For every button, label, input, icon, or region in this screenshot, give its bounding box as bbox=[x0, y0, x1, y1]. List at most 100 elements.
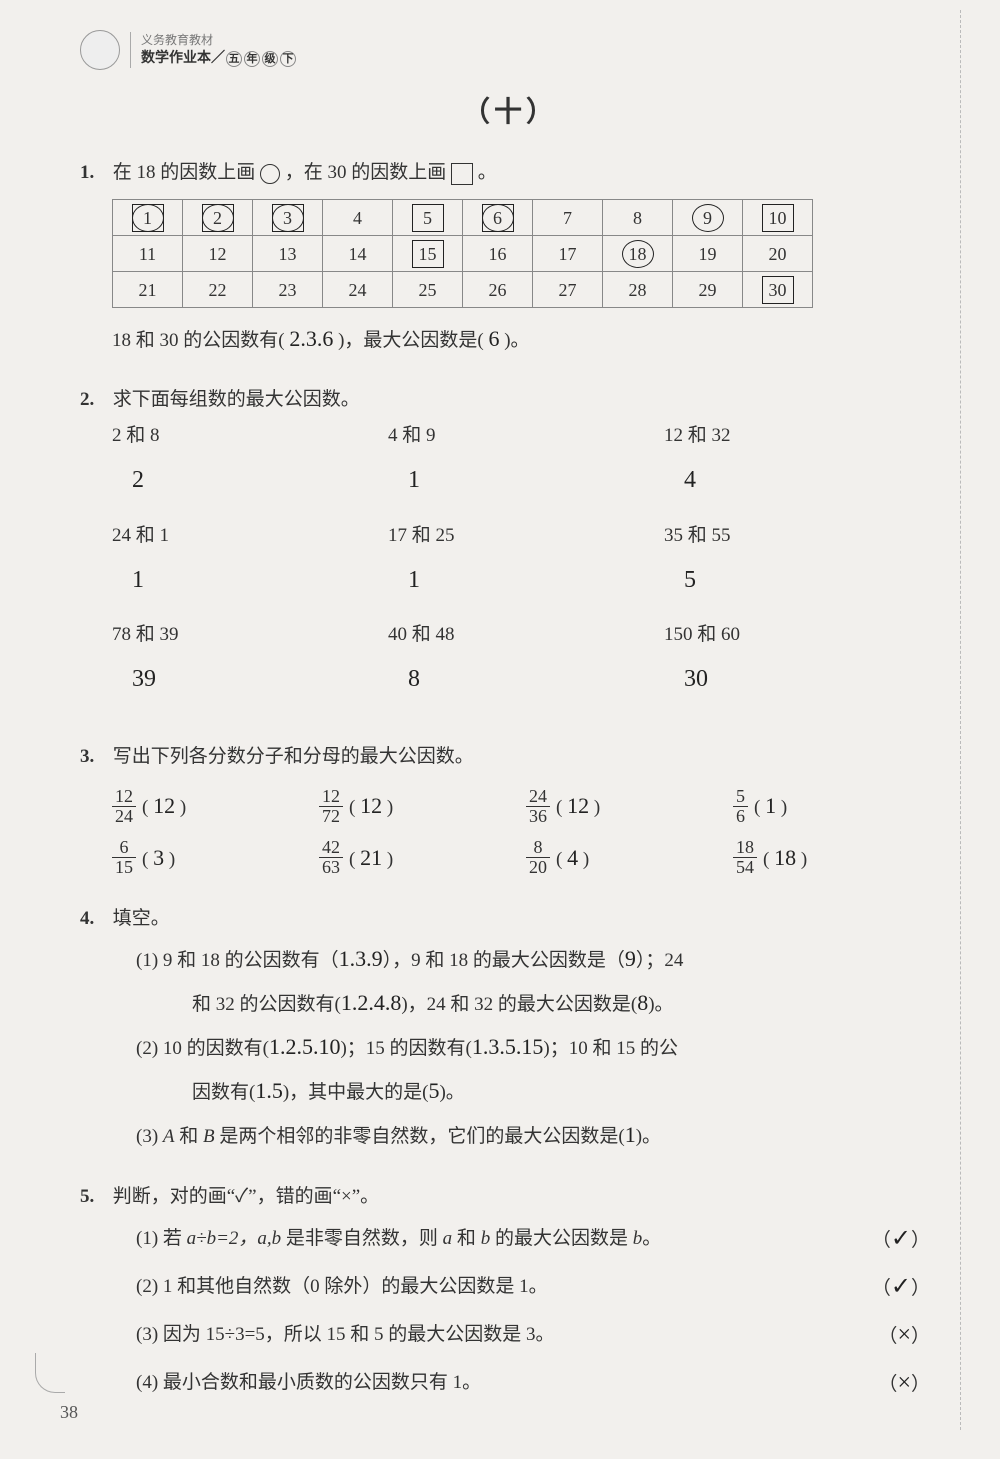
t: a÷b=2，a,b bbox=[187, 1228, 282, 1249]
t: )；10 和 15 的公 bbox=[543, 1038, 678, 1059]
number-cell: 28 bbox=[603, 272, 673, 308]
t: ），9 和 18 的最大公因数是（ bbox=[383, 950, 625, 971]
t: (2) 10 的因数有( bbox=[136, 1038, 269, 1059]
grade-char: 五 bbox=[226, 51, 242, 67]
fraction-cell: 4263( 21 ) bbox=[319, 837, 526, 879]
pair-label: 4 和 9 bbox=[388, 418, 664, 454]
pair-label: 12 和 32 bbox=[664, 418, 940, 454]
var-a: A bbox=[163, 1126, 175, 1147]
t: b bbox=[633, 1228, 643, 1249]
cross-icon: × bbox=[897, 1322, 911, 1348]
fraction-cell: 1224( 12 ) bbox=[112, 785, 319, 827]
pair-answer: 1 bbox=[388, 458, 664, 504]
book-title: 数学作业本 bbox=[141, 51, 211, 66]
grade-char: 下 bbox=[280, 51, 296, 67]
q2-cell: 24 和 11 bbox=[112, 518, 388, 618]
factor18-circle bbox=[692, 204, 724, 232]
number-cell: 20 bbox=[743, 236, 813, 272]
factor30-square bbox=[482, 204, 514, 232]
t: 和 32 的公因数有( bbox=[192, 994, 341, 1015]
number-cell: 6 bbox=[463, 200, 533, 236]
fraction-answer: ( 18 ) bbox=[763, 837, 807, 879]
number-cell: 13 bbox=[253, 236, 323, 272]
circle-icon bbox=[260, 164, 280, 184]
number-cell: 10 bbox=[743, 200, 813, 236]
number-cell: 19 bbox=[673, 236, 743, 272]
number-cell: 18 bbox=[603, 236, 673, 272]
q2-row: 78 和 393940 和 488150 和 6030 bbox=[80, 617, 940, 717]
pair-answer: 30 bbox=[664, 657, 940, 703]
question-number: 4. bbox=[80, 901, 108, 937]
q4-sub1: (1) 9 和 18 的公因数有（1.3.9），9 和 18 的最大公因数是（9… bbox=[108, 937, 940, 1025]
question-1: 1. 在 18 的因数上画 ，在 30 的因数上画 。 123456789101… bbox=[80, 155, 940, 360]
fraction: 4263 bbox=[319, 838, 343, 877]
pair-label: 35 和 55 bbox=[664, 518, 940, 554]
number-cell: 11 bbox=[113, 236, 183, 272]
question-4: 4. 填空。 (1) 9 和 18 的公因数有（1.3.9），9 和 18 的最… bbox=[80, 901, 940, 1157]
pair-answer: 39 bbox=[112, 657, 388, 703]
number-cell: 29 bbox=[673, 272, 743, 308]
fraction: 1854 bbox=[733, 838, 757, 877]
q5-prompt: 判断，对的画“✓”，错的画“×”。 bbox=[113, 1186, 379, 1207]
number-cell: 22 bbox=[183, 272, 253, 308]
q4-prompt: 填空。 bbox=[113, 908, 170, 929]
t: 因数有( bbox=[192, 1082, 255, 1103]
t: )，24 和 32 的最大公因数是( bbox=[401, 994, 637, 1015]
q2-cell: 150 和 6030 bbox=[664, 617, 940, 717]
number-cell: 21 bbox=[113, 272, 183, 308]
fraction-cell: 820( 4 ) bbox=[526, 837, 733, 879]
t: (3) bbox=[136, 1126, 163, 1147]
mark-paren: （×） bbox=[878, 1311, 930, 1359]
factor30-square bbox=[272, 204, 304, 232]
question-2: 2. 求下面每组数的最大公因数。 2 和 824 和 9112 和 32424 … bbox=[80, 382, 940, 717]
factor30-square bbox=[762, 204, 794, 232]
cont: 和 32 的公因数有(1.2.4.8)，24 和 32 的最大公因数是(8)。 bbox=[164, 994, 674, 1015]
question-5: 5. 判断，对的画“✓”，错的画“×”。 (1) 若 a÷b=2，a,b 是非零… bbox=[80, 1179, 940, 1407]
fraction-answer: ( 3 ) bbox=[142, 837, 175, 879]
number-cell: 16 bbox=[463, 236, 533, 272]
t: (1) 9 和 18 的公因数有（ bbox=[136, 950, 339, 971]
q5-item-1: (1) 若 a÷b=2，a,b 是非零自然数，则 a 和 b 的最大公因数是 b… bbox=[80, 1215, 940, 1263]
number-cell: 1 bbox=[113, 200, 183, 236]
q4-sub2: (2) 10 的因数有(1.2.5.10)；15 的因数有(1.3.5.15)；… bbox=[108, 1025, 940, 1113]
t: ）；24 bbox=[636, 950, 684, 971]
mark-paren: （✓） bbox=[872, 1215, 930, 1263]
q2-cell: 17 和 251 bbox=[388, 518, 664, 618]
number-cell: 17 bbox=[533, 236, 603, 272]
factor30-square bbox=[412, 204, 444, 232]
ans: 5 bbox=[428, 1078, 439, 1103]
ans: 1 bbox=[625, 1122, 636, 1147]
ans: 1.3.5.15 bbox=[472, 1034, 544, 1059]
fraction-cell: 615( 3 ) bbox=[112, 837, 319, 879]
t: 和 bbox=[175, 1126, 204, 1147]
fraction-cell: 1272( 12 ) bbox=[319, 785, 526, 827]
q2-cell: 78 和 3939 bbox=[112, 617, 388, 717]
page-header: 义务教育教材 数学作业本／五年级下 bbox=[80, 30, 940, 70]
q1-ans1: 2.3.6 bbox=[289, 326, 333, 351]
fraction: 1272 bbox=[319, 787, 343, 826]
fraction-answer: ( 12 ) bbox=[142, 785, 186, 827]
t: 是两个相邻的非零自然数，它们的最大公因数是( bbox=[215, 1126, 625, 1147]
number-cell: 7 bbox=[533, 200, 603, 236]
pair-answer: 2 bbox=[112, 458, 388, 504]
fraction-cell: 2436( 12 ) bbox=[526, 785, 733, 827]
mark-paren: （×） bbox=[878, 1359, 930, 1407]
logo-icon bbox=[80, 30, 120, 70]
grade-char: 级 bbox=[262, 51, 278, 67]
fraction: 615 bbox=[112, 838, 136, 877]
q1-prompt-b: ，在 30 的因数上画 bbox=[285, 162, 447, 183]
number-cell: 8 bbox=[603, 200, 673, 236]
q1-text-c: )。 bbox=[504, 330, 529, 351]
number-cell: 4 bbox=[323, 200, 393, 236]
t: )。 bbox=[439, 1082, 464, 1103]
pair-answer: 1 bbox=[388, 558, 664, 604]
slash: ／ bbox=[211, 51, 225, 66]
q1-ans2: 6 bbox=[488, 326, 499, 351]
t: b bbox=[481, 1228, 491, 1249]
q3-row: 615( 3 )4263( 21 )820( 4 )1854( 18 ) bbox=[80, 837, 940, 879]
fraction-answer: ( 21 ) bbox=[349, 837, 393, 879]
pair-label: 40 和 48 bbox=[388, 617, 664, 653]
pair-label: 24 和 1 bbox=[112, 518, 388, 554]
q1-text-b: )，最大公因数是( bbox=[338, 330, 484, 351]
q2-cell: 2 和 82 bbox=[112, 418, 388, 518]
